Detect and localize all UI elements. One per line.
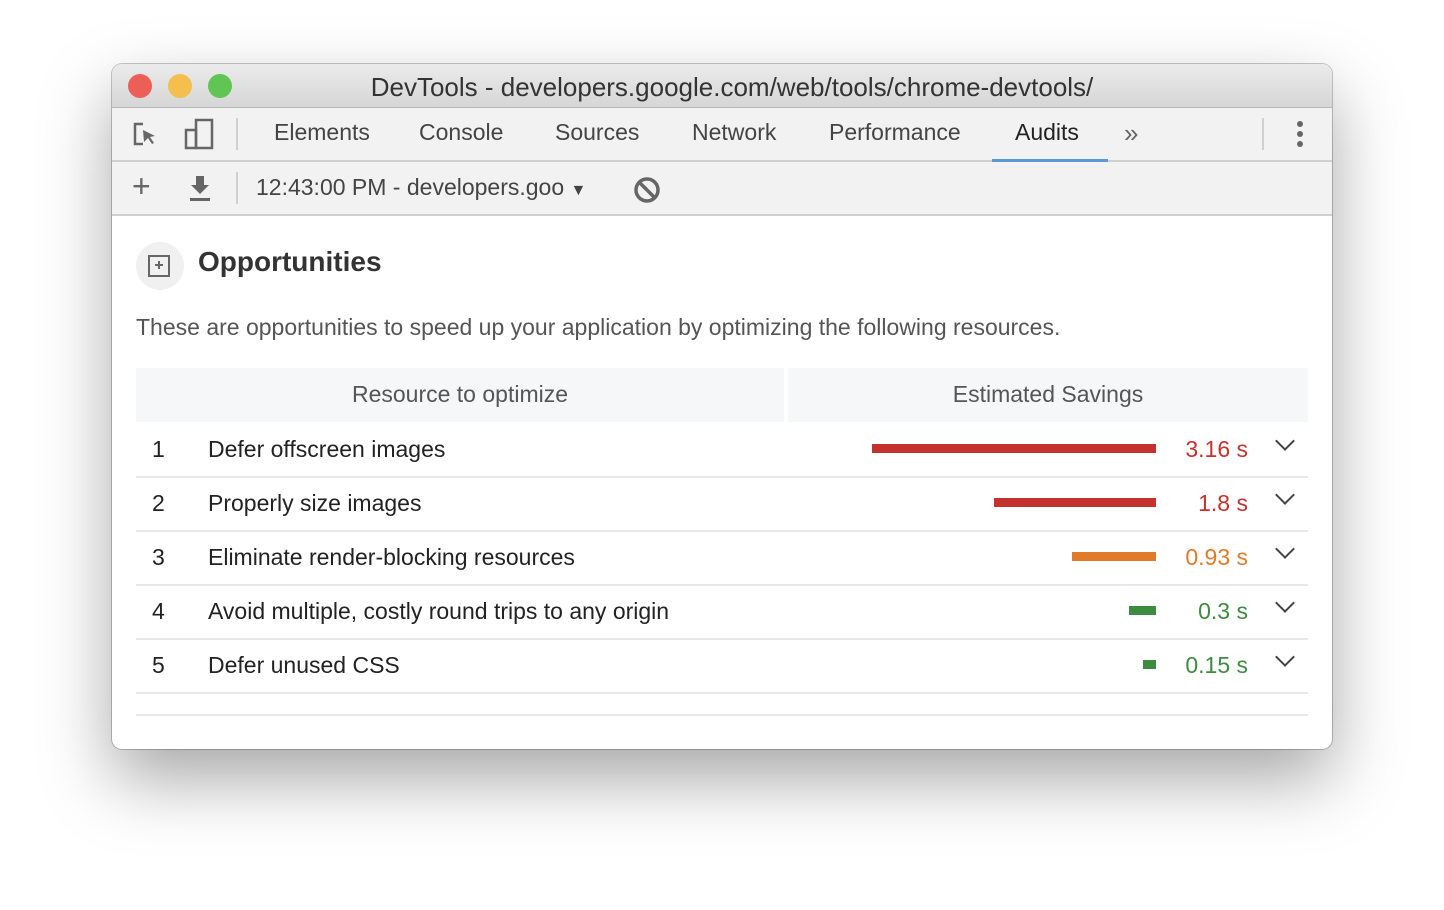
section-divider <box>136 714 1308 716</box>
more-tabs-icon[interactable]: » <box>1124 118 1139 148</box>
tab-audits[interactable]: Audits <box>1015 119 1079 145</box>
tab-elements[interactable]: Elements <box>274 119 370 145</box>
new-audit-icon[interactable]: + <box>132 168 151 204</box>
window-title: DevTools - developers.google.com/web/too… <box>370 72 1094 102</box>
kebab-menu-icon[interactable] <box>1294 120 1306 150</box>
clear-all-icon[interactable] <box>633 176 661 204</box>
savings-value: 1.8 s <box>1198 490 1248 516</box>
opportunity-row[interactable]: 2 Properly size images 1.8 s <box>136 476 1308 532</box>
dropdown-arrow-icon: ▼ <box>570 182 587 199</box>
row-number: 2 <box>152 490 165 516</box>
opportunity-label: Defer unused CSS <box>208 652 400 678</box>
report-select[interactable]: 12:43:00 PM - developers.goo ▼ <box>256 174 586 201</box>
row-number: 3 <box>152 544 165 570</box>
chevron-down-icon[interactable] <box>1275 539 1295 559</box>
tab-network[interactable]: Network <box>692 119 777 145</box>
savings-bar <box>1142 660 1156 669</box>
opportunity-icon <box>148 255 170 277</box>
savings-value: 0.93 s <box>1185 544 1248 570</box>
section-description: These are opportunities to speed up your… <box>136 314 1061 340</box>
close-button[interactable] <box>128 74 152 98</box>
savings-value: 0.15 s <box>1185 652 1248 678</box>
report-select-value: 12:43:00 PM - developers.goo <box>256 174 565 200</box>
column-header-resource: Resource to optimize <box>136 368 784 422</box>
audits-toolbar: + 12:43:00 PM - developers.goo ▼ <box>112 162 1332 216</box>
row-number: 4 <box>152 598 165 624</box>
opportunity-label: Eliminate render-blocking resources <box>208 544 575 570</box>
savings-bar <box>871 444 1156 453</box>
title-bar: DevTools - developers.google.com/web/too… <box>112 64 1332 108</box>
minimize-button[interactable] <box>168 74 192 98</box>
savings-value: 0.3 s <box>1198 598 1248 624</box>
tab-sources[interactable]: Sources <box>555 119 640 145</box>
section-title: Opportunities <box>198 246 382 277</box>
opportunities-badge <box>136 242 184 290</box>
devtools-window: DevTools - developers.google.com/web/too… <box>112 64 1332 749</box>
column-header-savings: Estimated Savings <box>788 368 1308 422</box>
maximize-button[interactable] <box>208 74 232 98</box>
tab-performance[interactable]: Performance <box>829 119 961 145</box>
savings-bar <box>994 498 1156 507</box>
opportunity-row[interactable]: 4 Avoid multiple, costly round trips to … <box>136 584 1308 640</box>
opportunity-row[interactable]: 3 Eliminate render-blocking resources 0.… <box>136 530 1308 586</box>
device-toolbar-icon[interactable] <box>184 118 214 150</box>
row-number: 1 <box>152 436 165 462</box>
opportunity-label: Defer offscreen images <box>208 436 446 462</box>
active-tab-indicator <box>992 159 1108 162</box>
opportunity-label: Properly size images <box>208 490 422 516</box>
chevron-down-icon[interactable] <box>1275 647 1295 667</box>
tab-console[interactable]: Console <box>419 119 504 145</box>
opportunity-row[interactable]: 1 Defer offscreen images 3.16 s <box>136 422 1308 478</box>
row-number: 5 <box>152 652 165 678</box>
chevron-down-icon[interactable] <box>1275 485 1295 505</box>
chevron-down-icon[interactable] <box>1275 593 1295 613</box>
opportunity-label: Avoid multiple, costly round trips to an… <box>208 598 670 624</box>
savings-value: 3.16 s <box>1185 436 1248 462</box>
tab-bar: Elements Console Sources Network Perform… <box>112 108 1332 162</box>
inspect-element-icon[interactable] <box>132 120 160 148</box>
savings-bar <box>1129 606 1156 615</box>
chevron-down-icon[interactable] <box>1275 431 1295 451</box>
download-report-icon[interactable] <box>188 174 212 202</box>
savings-bar <box>1072 552 1156 561</box>
opportunity-row[interactable]: 5 Defer unused CSS 0.15 s <box>136 638 1308 694</box>
